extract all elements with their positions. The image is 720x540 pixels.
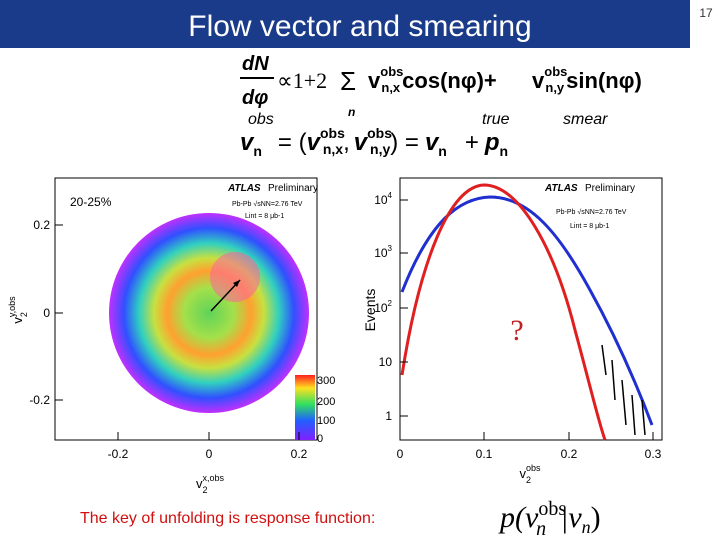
y-label: v2y,obs bbox=[7, 296, 29, 324]
atlas: ATLAS bbox=[227, 183, 261, 194]
x-label: v2x,obs bbox=[196, 473, 225, 495]
question-mark: ? bbox=[510, 314, 523, 347]
label-smear: smear bbox=[563, 111, 608, 128]
frac-den: dφ bbox=[242, 87, 268, 109]
term2: vobs n,ysin(nφ) bbox=[532, 64, 642, 95]
vector-eq: vn = (vobs n,x, vobs n,y) = vn + pn bbox=[240, 125, 508, 159]
true-curve bbox=[400, 183, 607, 441]
prop: ∝1+2 bbox=[277, 68, 327, 93]
atlas: ATLAS bbox=[544, 183, 578, 194]
frame bbox=[399, 177, 663, 441]
colorbar-label: 0 bbox=[317, 433, 323, 445]
x-tick-label: 0 bbox=[206, 447, 213, 461]
x-tick-label: 0 bbox=[397, 447, 404, 461]
colorbar-label: 200 bbox=[317, 396, 335, 408]
term1: vobs n,xcos(nφ)+ bbox=[368, 64, 497, 95]
lumi: Lint = 8 μb-1 bbox=[245, 213, 284, 220]
x-tick-label: -0.2 bbox=[108, 447, 129, 461]
y-tick-label: -0.2 bbox=[29, 393, 50, 407]
label-obs: obs bbox=[248, 111, 274, 128]
colorbar bbox=[295, 375, 315, 440]
preliminary: Preliminary bbox=[585, 183, 635, 194]
frac-num: dN bbox=[242, 53, 269, 75]
y-tick-label: 104 bbox=[374, 191, 392, 207]
preliminary: Preliminary bbox=[268, 183, 318, 194]
y-tick-label: 103 bbox=[374, 244, 392, 260]
smear-circle bbox=[210, 252, 260, 302]
y-tick-label: 10 bbox=[379, 355, 393, 369]
lumi: Lint = 8 μb-1 bbox=[570, 223, 609, 230]
colorbar-label: 100 bbox=[317, 415, 335, 427]
x-tick-label: 0.2 bbox=[291, 447, 308, 461]
x-tick-label: 0.2 bbox=[561, 447, 578, 461]
right-plot: ATLAS Preliminary Pb-Pb √sNN=2.76 TeV Li… bbox=[362, 177, 663, 485]
page-number: 17 bbox=[699, 6, 713, 20]
system: Pb-Pb √sNN=2.76 TeV bbox=[556, 208, 627, 216]
y-tick-label: 0.2 bbox=[33, 218, 50, 232]
y-tick-label: 1 bbox=[385, 409, 392, 423]
slide-title: Flow vector and smearing bbox=[188, 10, 531, 43]
response-function: p(vobs n |vn) bbox=[498, 498, 601, 540]
error-bars bbox=[601, 344, 646, 436]
arrow-head bbox=[233, 280, 240, 287]
system: Pb-Pb √sNN=2.76 TeV bbox=[232, 200, 303, 208]
y-label: Events bbox=[362, 289, 378, 332]
left-plot: 20-25% ATLAS Preliminary Pb-Pb √sNN=2.76… bbox=[7, 177, 335, 495]
x-tick-label: 0.3 bbox=[645, 447, 662, 461]
footer-text: The key of unfolding is response functio… bbox=[80, 510, 375, 527]
centrality: 20-25% bbox=[70, 195, 112, 209]
heatmap bbox=[109, 213, 309, 413]
sum-index: n bbox=[348, 105, 355, 119]
x-label: v2obs bbox=[519, 463, 541, 485]
header-bar bbox=[0, 0, 690, 48]
label-true: true bbox=[482, 111, 510, 128]
y-tick-label: 0 bbox=[43, 306, 50, 320]
colorbar-label: 300 bbox=[317, 375, 335, 387]
sum: Σ bbox=[340, 66, 356, 96]
x-tick-label: 0.1 bbox=[476, 447, 493, 461]
y-tick-label: 102 bbox=[374, 299, 392, 315]
formula: dN dφ ∝1+2 Σ n vobs n,xcos(nφ)+ vobs n,ysi… bbox=[240, 53, 642, 159]
